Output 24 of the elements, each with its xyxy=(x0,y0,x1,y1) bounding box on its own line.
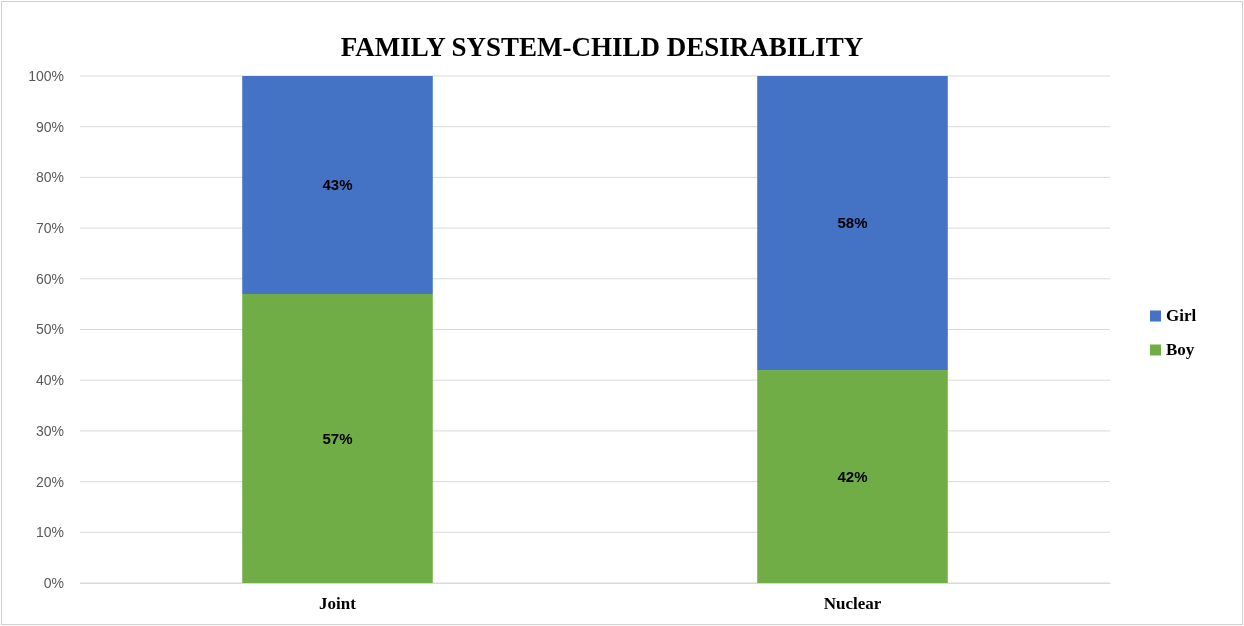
bar xyxy=(757,370,948,583)
y-tick-label: 0% xyxy=(43,574,64,591)
y-tick-label: 70% xyxy=(35,220,64,237)
text: 43% xyxy=(322,176,353,194)
bar xyxy=(242,76,433,295)
x-tick-label: Nuclear xyxy=(823,594,882,614)
bar xyxy=(242,294,433,583)
y-tick-label: 90% xyxy=(35,118,64,135)
legend-label: Girl xyxy=(1166,305,1197,325)
x-tick-label: Joint xyxy=(319,594,357,614)
y-tick-label: 30% xyxy=(35,422,64,439)
y-tick-label: 100% xyxy=(28,67,64,84)
y-tick-label: 10% xyxy=(35,524,64,541)
chart-title: FAMILY SYSTEM-CHILD DESIRABILITY xyxy=(340,32,864,62)
y-tick-label: 60% xyxy=(35,270,64,287)
legend-label: Boy xyxy=(1166,339,1195,359)
text: 42% xyxy=(837,467,868,485)
text: 58% xyxy=(837,214,868,232)
y-tick-label: 40% xyxy=(35,372,64,389)
bar xyxy=(757,76,948,371)
text: 57% xyxy=(322,429,353,447)
y-tick-label: 20% xyxy=(35,473,64,490)
y-tick-label: 80% xyxy=(35,169,64,186)
y-tick-label: 50% xyxy=(35,321,64,338)
